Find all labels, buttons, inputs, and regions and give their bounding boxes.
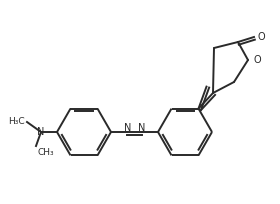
Text: H₃C: H₃C	[8, 116, 25, 125]
Text: CH₃: CH₃	[37, 148, 54, 157]
Text: N: N	[138, 123, 145, 133]
Text: N: N	[124, 123, 131, 133]
Text: O: O	[253, 55, 261, 65]
Text: N: N	[37, 127, 45, 137]
Text: O: O	[258, 32, 266, 42]
